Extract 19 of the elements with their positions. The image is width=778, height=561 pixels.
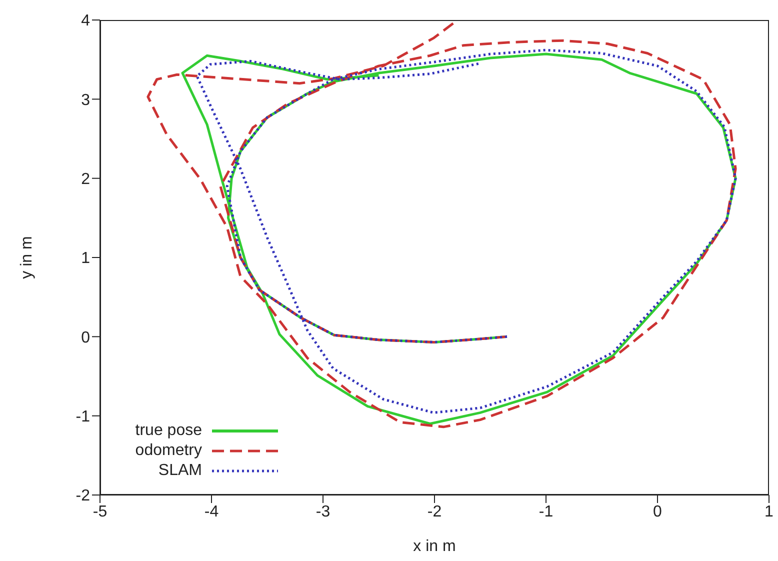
y-tick-label: 0 [81, 329, 90, 346]
legend-label: SLAM [158, 462, 202, 480]
x-axis-title: x in m [413, 538, 456, 555]
x-tick-label: 0 [653, 503, 662, 520]
y-tick-label: 3 [81, 92, 90, 109]
y-tick-label: 4 [81, 12, 90, 30]
legend-label: odometry [135, 442, 202, 460]
legend-label: true pose [135, 422, 202, 440]
y-tick-label: -2 [76, 488, 90, 505]
x-tick-label: -1 [538, 503, 554, 520]
x-tick-label: -3 [316, 503, 330, 520]
x-tick-label: 1 [764, 503, 774, 520]
x-tick-label: -2 [427, 503, 442, 520]
x-tick-label: -4 [204, 503, 219, 520]
y-tick-label: 1 [81, 250, 90, 268]
y-tick-label: -1 [76, 408, 90, 426]
x-tick-label: -5 [92, 503, 108, 520]
y-tick-label: 2 [81, 171, 90, 188]
y-axis-title: y in m [18, 236, 36, 279]
